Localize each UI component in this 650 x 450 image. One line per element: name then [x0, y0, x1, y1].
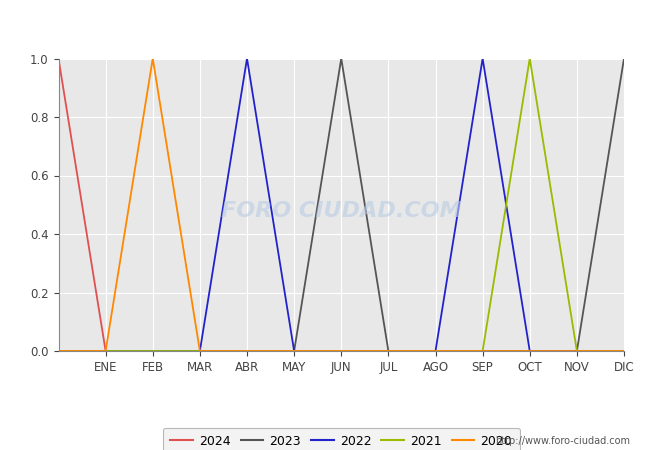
Legend: 2024, 2023, 2022, 2021, 2020: 2024, 2023, 2022, 2021, 2020: [162, 428, 520, 450]
Text: FORO CIUDAD.COM: FORO CIUDAD.COM: [221, 201, 462, 220]
Text: Matriculaciones de Vehiculos en Puebla de Arenoso: Matriculaciones de Vehiculos en Puebla d…: [112, 14, 538, 32]
Text: http://www.foro-ciudad.com: http://www.foro-ciudad.com: [495, 436, 630, 446]
